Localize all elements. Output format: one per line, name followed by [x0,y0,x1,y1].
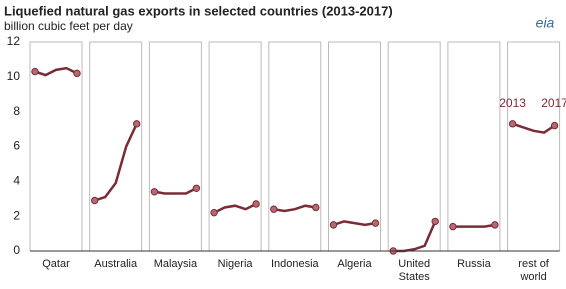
end-point [252,200,260,208]
series-line [154,187,197,195]
panel-frame [148,41,202,251]
panel-frame [89,41,143,251]
series-line [452,223,496,228]
end-point [449,222,457,231]
y-tick-label: 4 [13,174,20,188]
series-line [213,202,257,214]
end-point [73,69,81,78]
panel-frame [387,41,441,251]
y-tick-label: 0 [13,243,20,257]
end-point [312,203,320,212]
end-point [491,221,499,229]
series-line [34,66,78,77]
logo: eia [536,15,555,31]
panel-frame [447,41,501,251]
y-tick-label: 2 [13,208,20,222]
end-point [192,184,201,193]
panel-label: Indonesia [270,258,319,270]
panel-label: Malaysia [153,258,198,270]
end-point [210,208,218,217]
chart-subtitle: billion cubic feet per day [4,19,133,33]
series-line [333,220,376,227]
panel-label: Australia [94,258,138,270]
end-point [31,67,39,76]
end-point [91,196,99,205]
end-point [550,121,559,130]
panel-frame [268,41,322,251]
y-tick-label: 12 [7,34,21,48]
panel-label: Nigeria [217,258,253,270]
panel-label: Algeria [337,258,372,270]
panel-frame [29,41,83,251]
panel-label: Russia [457,258,491,270]
y-tick-label: 10 [7,69,21,83]
panel-frame [328,41,381,251]
series-line [512,122,556,134]
annotation: 2017 [541,96,566,110]
end-point [329,221,338,229]
series-line [94,123,138,202]
annotation: 2013 [499,96,526,110]
series-line [393,220,437,253]
end-point [270,205,278,213]
panel-label: United States [398,258,431,283]
y-tick-label: 8 [13,104,20,118]
end-point [371,219,380,227]
end-point [150,188,159,196]
end-point [133,120,141,128]
panel-frame [208,41,262,251]
end-point [508,120,517,128]
y-tick-label: 6 [13,139,20,153]
panel-frame [507,41,561,251]
series-line [273,204,317,213]
panel-label: Qatar [42,258,70,270]
end-point [431,217,439,226]
panel-label: rest of world [518,258,549,283]
chart-title: Liquefied natural gas exports in selecte… [4,3,393,18]
